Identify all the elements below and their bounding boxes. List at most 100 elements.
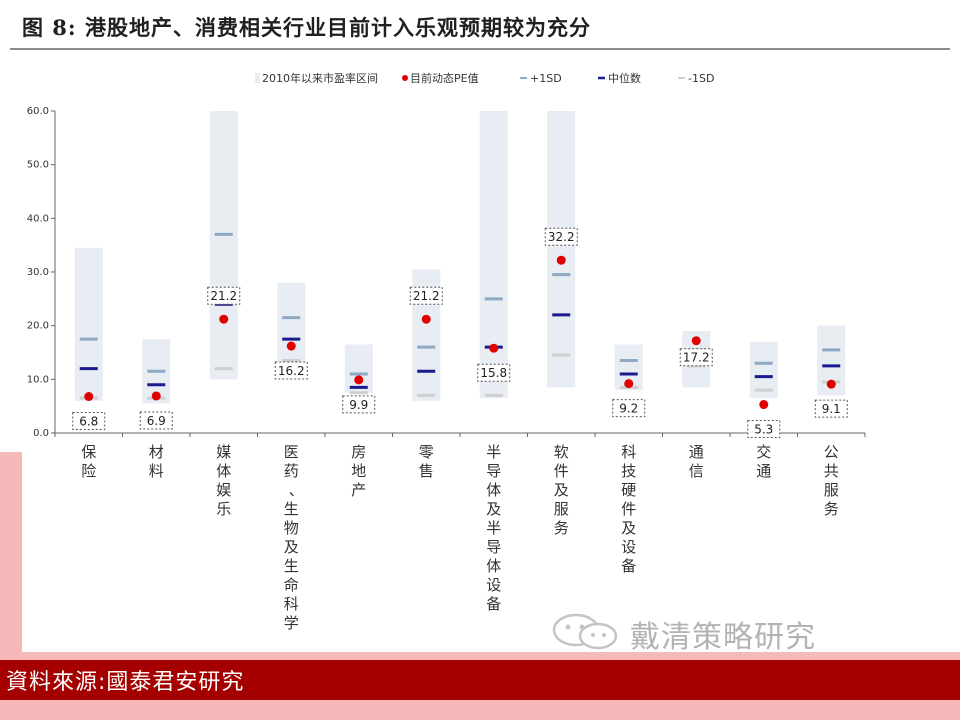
y-tick-label: 10.0 bbox=[27, 374, 49, 385]
pe-label-box bbox=[342, 395, 376, 414]
pe-point bbox=[84, 392, 94, 402]
category-label-char: 乐 bbox=[216, 500, 231, 518]
pe-value-label: 15.8 bbox=[480, 366, 507, 380]
pe-point bbox=[489, 343, 499, 353]
category-label-char: 体 bbox=[486, 481, 501, 499]
category-label-char: 科 bbox=[284, 595, 299, 613]
y-tick-label: 30.0 bbox=[27, 267, 49, 278]
pe-label-box bbox=[409, 286, 443, 305]
title-divider bbox=[10, 48, 950, 50]
legend-swatch-range bbox=[255, 73, 260, 83]
category-label-char: 交 bbox=[756, 443, 771, 461]
category-label-char: 险 bbox=[81, 462, 96, 480]
category-label-char: 物 bbox=[284, 519, 299, 537]
page-title: 图 8: 港股地产、消费相关行业目前计入乐观预期较为充分 bbox=[22, 15, 591, 40]
legend-swatch-pe bbox=[402, 75, 408, 81]
category-label-char: 地 bbox=[351, 462, 366, 480]
category-label-char: 信 bbox=[689, 462, 704, 480]
legend-label: +1SD bbox=[530, 72, 562, 85]
category-label-char: 服 bbox=[824, 481, 839, 499]
category-label-char: 媒 bbox=[216, 443, 231, 461]
pe-value-label: 32.2 bbox=[548, 230, 575, 244]
pe-point bbox=[691, 336, 701, 346]
category-label-char: 硬 bbox=[621, 481, 636, 499]
pe-value-label: 9.9 bbox=[349, 398, 368, 412]
legend-label: -1SD bbox=[688, 72, 714, 85]
pe-point bbox=[219, 314, 229, 324]
source-note: 資料來源:國泰君安研究 bbox=[6, 670, 245, 695]
category-label-char: 设 bbox=[621, 538, 636, 556]
y-tick-label: 20.0 bbox=[27, 321, 49, 332]
left-accent-bar bbox=[0, 452, 22, 652]
category-label-char: 通 bbox=[756, 462, 771, 480]
category-label-char: 及 bbox=[621, 519, 636, 537]
category-label-char: 生 bbox=[284, 500, 299, 518]
category-label-char: 导 bbox=[486, 538, 501, 556]
category-label-char: 备 bbox=[621, 557, 636, 575]
range-bar bbox=[209, 111, 238, 380]
y-tick-label: 0.0 bbox=[33, 428, 49, 439]
y-tick-label: 40.0 bbox=[27, 213, 49, 224]
pe-value-label: 17.2 bbox=[683, 351, 710, 365]
legend-label: 目前动态PE值 bbox=[410, 71, 479, 85]
category-label-char: 通 bbox=[689, 443, 704, 461]
pe-point bbox=[151, 391, 161, 401]
pe-value-label: 6.8 bbox=[79, 415, 98, 429]
category-label-char: 及 bbox=[554, 481, 569, 499]
category-label-char: 导 bbox=[486, 462, 501, 480]
category-label-char: 共 bbox=[824, 462, 839, 480]
pe-label-box bbox=[207, 286, 241, 305]
category-label-char: 售 bbox=[419, 462, 434, 480]
category-label-char: 务 bbox=[824, 500, 839, 518]
category-label-char: 零 bbox=[419, 443, 434, 461]
legend-label: 2010年以来市盈率区间 bbox=[262, 71, 378, 85]
pe-label-box bbox=[72, 412, 106, 431]
pe-point bbox=[421, 314, 431, 324]
pe-point bbox=[826, 379, 836, 389]
range-bar bbox=[547, 111, 576, 388]
category-label-char: 料 bbox=[149, 462, 164, 480]
category-label-char: 软 bbox=[554, 443, 569, 461]
pe-value-label: 21.2 bbox=[413, 289, 440, 303]
pe-point bbox=[286, 341, 296, 351]
pe-label-box bbox=[477, 363, 511, 382]
category-label-char: 命 bbox=[284, 576, 299, 594]
pe-value-label: 6.9 bbox=[147, 414, 166, 428]
category-label-char: 、 bbox=[289, 481, 304, 499]
category-label-char: 产 bbox=[351, 481, 366, 499]
category-label-char: 娱 bbox=[216, 481, 231, 499]
pe-value-label: 16.2 bbox=[278, 364, 305, 378]
footer-bar bbox=[0, 660, 960, 700]
range-bar bbox=[479, 111, 508, 399]
pe-point bbox=[556, 255, 566, 265]
category-label-char: 医 bbox=[284, 443, 299, 461]
pe-label-box bbox=[274, 361, 308, 380]
category-label-char: 半 bbox=[486, 519, 501, 537]
category-label-char: 设 bbox=[486, 576, 501, 594]
category-label-char: 务 bbox=[554, 519, 569, 537]
range-bar bbox=[344, 344, 373, 393]
pe-point bbox=[354, 375, 364, 385]
pe-label-box bbox=[139, 411, 173, 430]
pe-value-label: 21.2 bbox=[210, 289, 237, 303]
footer-accent-top bbox=[0, 652, 960, 660]
y-tick-label: 50.0 bbox=[27, 160, 49, 171]
category-label-char: 及 bbox=[284, 538, 299, 556]
pe-label-box bbox=[814, 399, 848, 418]
pe-point bbox=[759, 400, 769, 410]
category-label-char: 药 bbox=[284, 462, 299, 480]
category-label-char: 生 bbox=[284, 557, 299, 575]
pe-label-box bbox=[747, 420, 781, 439]
category-label-char: 半 bbox=[486, 443, 501, 461]
range-bar bbox=[277, 282, 306, 364]
pe-label-box bbox=[544, 227, 578, 246]
category-label-char: 件 bbox=[554, 462, 569, 480]
category-label-char: 公 bbox=[824, 443, 839, 461]
category-label-char: 科 bbox=[621, 443, 636, 461]
pe-value-label: 9.1 bbox=[822, 402, 841, 416]
category-label-char: 备 bbox=[486, 595, 501, 613]
category-label-char: 学 bbox=[284, 614, 299, 632]
watermark-text: 戴清策略研究 bbox=[630, 620, 816, 655]
y-tick-label: 60.0 bbox=[27, 106, 49, 117]
watermark: 戴清策略研究 bbox=[550, 610, 910, 655]
